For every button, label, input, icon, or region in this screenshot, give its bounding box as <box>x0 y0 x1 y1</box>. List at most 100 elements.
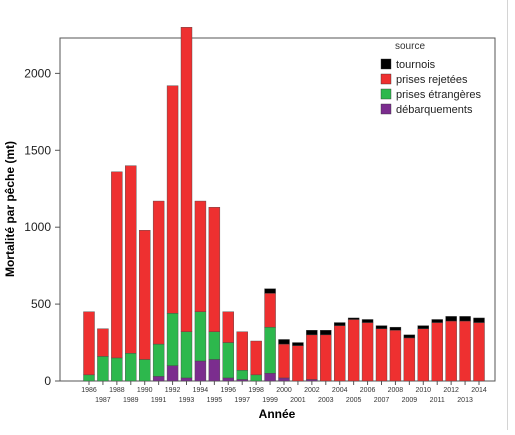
x-tick-label: 1994 <box>193 387 209 394</box>
bar-segment <box>139 230 151 360</box>
x-tick-label: 2007 <box>374 397 390 404</box>
bar-segment <box>375 325 388 329</box>
bar-segment <box>473 317 485 323</box>
x-tick-label: 2013 <box>457 397 473 404</box>
bar-segment <box>83 374 95 382</box>
bar-segment <box>292 342 304 346</box>
y-tick-label: 1000 <box>24 220 51 234</box>
bar-segment <box>208 206 221 332</box>
y-axis-label: Mortalité par pêche (mt) <box>3 141 17 277</box>
bar-segment <box>208 359 221 382</box>
bar-segment <box>125 165 137 354</box>
bar-segment <box>403 334 416 339</box>
x-tick-label: 1988 <box>109 387 125 394</box>
x-tick-label: 2011 <box>430 397 445 404</box>
bar-segment <box>375 328 388 382</box>
bar-segment <box>306 334 318 380</box>
bar-segment <box>166 85 179 314</box>
bar-segment <box>180 377 193 382</box>
x-tick-label: 1992 <box>165 387 181 394</box>
legend-label: débarquements <box>396 104 473 116</box>
bar-segment <box>278 343 290 379</box>
bar-segment <box>236 331 248 371</box>
bar-segment <box>278 377 290 382</box>
y-tick-label: 2000 <box>24 66 51 80</box>
bar-segment <box>97 356 109 382</box>
bar-segment <box>292 345 304 382</box>
x-tick-label: 2012 <box>443 387 459 394</box>
bar-segment <box>389 326 402 331</box>
bar-segment <box>125 353 137 382</box>
bar-segment <box>417 325 429 329</box>
x-tick-label: 2008 <box>388 387 404 394</box>
legend-title: source <box>395 41 425 52</box>
bar-segment <box>152 343 165 377</box>
bar-segment <box>264 288 276 294</box>
bar-segment <box>111 171 123 359</box>
legend-swatch <box>380 88 392 100</box>
bar-segment <box>431 319 443 323</box>
x-tick-label: 2002 <box>304 387 320 394</box>
x-tick-label: 1990 <box>137 387 153 394</box>
x-tick-label: 1987 <box>95 397 111 404</box>
x-tick-label: 1996 <box>220 387 236 394</box>
bar-segment <box>320 330 332 336</box>
bar-segment <box>208 331 221 360</box>
bar-segment <box>264 373 276 382</box>
x-tick-label: 1991 <box>151 397 167 404</box>
x-axis: 1986 1987 1988 1989 1990 1991 1992 1993 1994 1995… <box>81 381 487 404</box>
y-tick-label: 1500 <box>24 143 51 157</box>
bar-segment <box>278 339 290 345</box>
legend-swatch <box>380 73 392 85</box>
bar-segment <box>389 330 402 382</box>
bar-segment <box>347 317 360 320</box>
bar-segment <box>97 328 109 357</box>
legend-label: prises étrangères <box>396 89 481 101</box>
bar-segment <box>417 328 429 382</box>
bar-segment <box>111 357 123 382</box>
legend-swatch <box>380 103 392 115</box>
bar-segment <box>306 379 318 382</box>
x-tick-label: 1986 <box>81 387 97 394</box>
bar-segment <box>250 374 262 382</box>
bar-segment <box>250 340 262 376</box>
x-tick-label: 1998 <box>248 387 264 394</box>
bar-segment <box>264 293 276 328</box>
bar-segment <box>152 200 165 345</box>
bar-segment <box>264 326 276 374</box>
bar-segment <box>403 337 416 382</box>
bar-segment <box>361 319 374 323</box>
x-tick-label: 2006 <box>360 387 376 394</box>
bar-segment <box>431 322 443 382</box>
legend-swatch <box>380 58 392 70</box>
bar-segment <box>306 330 318 336</box>
x-tick-label: 2003 <box>318 397 334 404</box>
x-tick-label: 2014 <box>471 387 487 394</box>
bar-segment <box>473 322 485 382</box>
bar-segment <box>180 27 193 332</box>
bar-segment <box>194 200 207 312</box>
x-tick-label: 1997 <box>234 397 250 404</box>
bar-segment <box>459 320 471 382</box>
x-tick-label: 2001 <box>290 397 306 404</box>
x-tick-label: 1995 <box>207 397 223 404</box>
bar-segment <box>194 311 207 362</box>
x-tick-label: 2000 <box>276 387 292 394</box>
bar-segment <box>445 316 457 322</box>
x-tick-label: 1999 <box>262 397 278 404</box>
bar-segment <box>236 370 248 380</box>
legend-label: tournois <box>396 59 436 71</box>
bar-segment <box>166 365 179 382</box>
bar-segment <box>222 311 234 343</box>
legend: source tournois prises rejetées prises étr… <box>380 41 481 116</box>
bar-segment <box>83 311 95 376</box>
bar-segment <box>222 342 234 379</box>
bar-segment <box>320 334 332 382</box>
x-tick-label: 2010 <box>415 387 431 394</box>
x-tick-label: 2005 <box>346 397 362 404</box>
y-tick-label: 500 <box>31 297 51 311</box>
right-edge-line <box>507 0 508 430</box>
bar-segment <box>139 359 151 382</box>
